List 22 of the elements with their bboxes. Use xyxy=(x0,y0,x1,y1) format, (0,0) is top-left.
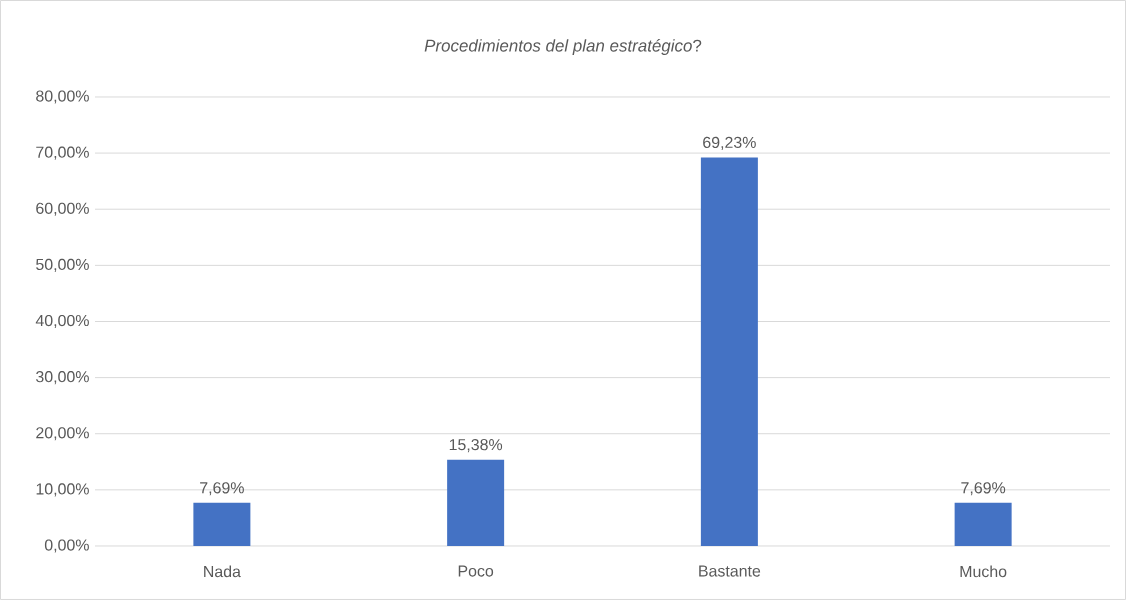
data-label: 69,23% xyxy=(703,136,756,150)
data-label: 7,69% xyxy=(961,482,1006,496)
y-tick-label: 10,00% xyxy=(36,483,89,497)
bar xyxy=(700,157,758,546)
y-tick-label: 20,00% xyxy=(36,427,89,441)
chart-title: Procedimientos del plan estratégico? xyxy=(424,39,702,55)
bar xyxy=(193,502,251,546)
x-tick-label: Poco xyxy=(458,565,494,577)
y-tick-label: 0,00% xyxy=(44,539,89,553)
bar xyxy=(954,502,1012,546)
y-tick-label: 80,00% xyxy=(36,90,89,104)
y-tick-label: 30,00% xyxy=(36,371,89,385)
data-label: 15,38% xyxy=(449,438,503,453)
y-tick-label: 40,00% xyxy=(35,314,89,329)
data-label: 7,69% xyxy=(200,482,244,496)
y-tick-label: 50,00% xyxy=(36,258,89,272)
x-tick-label: Bastante xyxy=(699,565,761,577)
x-tick-label: Mucho xyxy=(960,565,1007,578)
y-tick-label: 70,00% xyxy=(36,146,89,160)
x-tick-label: Nada xyxy=(204,565,241,578)
bar xyxy=(447,459,505,546)
y-tick-label: 60,00% xyxy=(36,202,89,216)
